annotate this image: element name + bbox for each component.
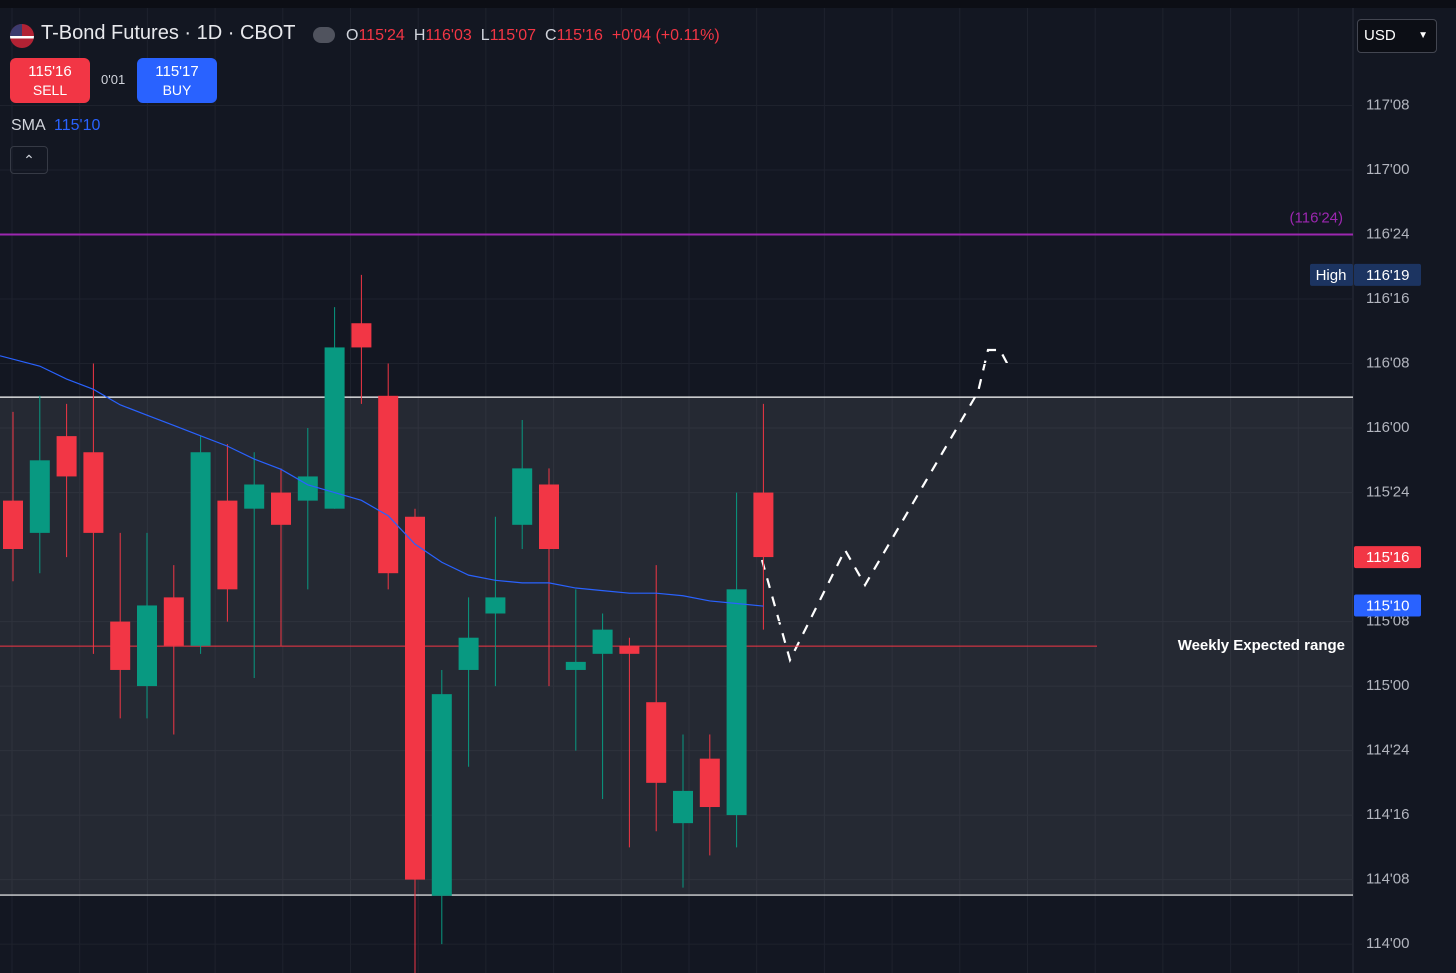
toggle-legend-button[interactable]: ⌃ (10, 146, 48, 174)
indicator-value: 115'10 (54, 117, 101, 134)
currency: USD (1364, 27, 1396, 44)
buy-price: 115'17 (155, 63, 199, 80)
candle-body (163, 597, 184, 646)
y-tick-label: 115'24 (1366, 484, 1409, 501)
y-tick-label: 116'08 (1366, 355, 1409, 372)
sell-price: 115'16 (28, 63, 72, 80)
spread: 0'01 (101, 72, 126, 87)
level-label: (116'24) (1290, 210, 1343, 227)
top-strip (0, 0, 1456, 8)
candle-body (512, 468, 533, 525)
price-tag-label: 115'16 (1366, 549, 1409, 566)
price-tag-name-box (1310, 263, 1353, 286)
buy-button[interactable]: 115'17 BUY (137, 58, 217, 103)
ohlc-key: O (346, 27, 359, 44)
expected-label: Weekly Expected range (1178, 637, 1345, 654)
candle-body (56, 436, 77, 477)
y-tick-label: 115'00 (1366, 677, 1409, 694)
ohlc-value: 116'03 (425, 27, 472, 44)
y-tick-label: 116'16 (1366, 290, 1409, 307)
candle-body (485, 597, 506, 614)
ohlc-value: 115'16 (556, 27, 603, 44)
buy-label: BUY (162, 82, 192, 98)
candle-body (673, 790, 693, 824)
collapse-button[interactable] (313, 27, 335, 43)
ohlc-key: L (480, 27, 490, 44)
ohlc-key: C (545, 27, 557, 44)
candle-body (29, 460, 50, 533)
candle-body (726, 589, 747, 816)
candle-body (297, 476, 318, 501)
candle-body (190, 452, 211, 646)
ohlc-value: 115'07 (489, 27, 536, 44)
sell-label: SELL (32, 82, 68, 98)
price-tag (1354, 263, 1421, 286)
y-tick-label: 114'08 (1366, 871, 1409, 888)
candle-body (137, 605, 157, 687)
indicator-name: SMA (11, 117, 46, 134)
price-tag-label: 115'10 (1366, 597, 1409, 614)
candle-body (431, 694, 452, 896)
y-tick-label: 114'24 (1366, 742, 1409, 759)
candle-body (539, 484, 559, 550)
candle-body (592, 629, 613, 654)
candle-body (3, 500, 23, 550)
sell-button[interactable]: 115'16 SELL (10, 58, 90, 103)
candle-body (244, 484, 265, 509)
candle-body (351, 323, 372, 348)
y-tick-label: 117'08 (1366, 96, 1409, 113)
candle-body (619, 645, 640, 654)
flag-icon (10, 24, 34, 48)
y-tick-label: 117'00 (1366, 161, 1409, 178)
candle-body (324, 347, 345, 509)
candle-body (699, 758, 720, 808)
sma-line (0, 355, 764, 607)
y-tick-label: 114'16 (1366, 806, 1409, 823)
candle-body (753, 492, 774, 558)
candle-body (378, 395, 399, 574)
change: +0'04 (+0.11%) (611, 27, 720, 44)
candle-body (217, 500, 238, 590)
ohlc-value: 115'24 (358, 27, 405, 44)
price-tag (1354, 546, 1421, 569)
y-tick-label: 116'24 (1366, 226, 1409, 243)
currency-dropdown[interactable]: USD ▼ (1357, 19, 1437, 53)
y-tick-label: 114'00 (1366, 935, 1409, 952)
price-tag-name: High (1316, 267, 1347, 284)
y-tick-label: 115'08 (1366, 613, 1409, 630)
price-tag (1354, 594, 1421, 617)
candle-body (565, 661, 586, 670)
candle-body (83, 452, 104, 533)
candle-body (646, 702, 667, 783)
dropdown-arrow: ▼ (1418, 30, 1428, 41)
price-tag-label: 116'19 (1366, 267, 1409, 284)
candle-body (458, 637, 479, 670)
candle-body (110, 621, 131, 670)
ohlc-key: H (413, 27, 426, 44)
symbol-title: T-Bond Futures · 1D · CBOT (41, 22, 296, 44)
ohlc-legend: O115'24 H116'03 L115'07 C115'16 +0'04 (+0.11… (346, 27, 720, 45)
candle-body (405, 516, 425, 880)
candle-body (271, 492, 291, 525)
y-tick-label: 116'00 (1366, 419, 1409, 436)
